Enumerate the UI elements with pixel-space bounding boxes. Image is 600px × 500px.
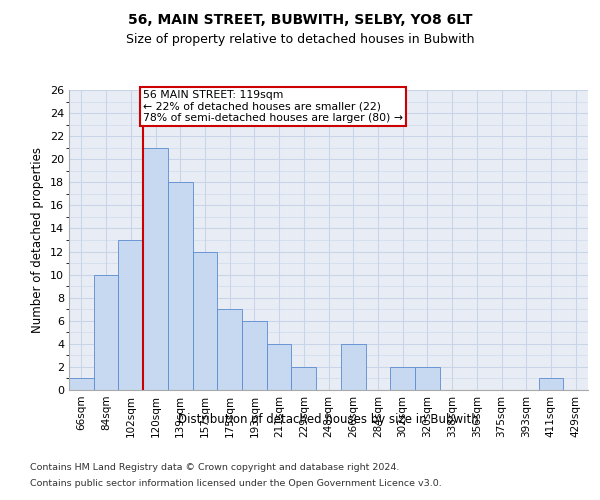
Bar — [193, 252, 217, 390]
Bar — [242, 321, 267, 390]
Bar — [415, 367, 440, 390]
Bar — [390, 367, 415, 390]
Y-axis label: Number of detached properties: Number of detached properties — [31, 147, 44, 333]
Text: 56, MAIN STREET, BUBWITH, SELBY, YO8 6LT: 56, MAIN STREET, BUBWITH, SELBY, YO8 6LT — [128, 12, 472, 26]
Bar — [94, 274, 118, 390]
Bar — [118, 240, 143, 390]
Text: 56 MAIN STREET: 119sqm
← 22% of detached houses are smaller (22)
78% of semi-det: 56 MAIN STREET: 119sqm ← 22% of detached… — [143, 90, 403, 123]
Text: Contains HM Land Registry data © Crown copyright and database right 2024.: Contains HM Land Registry data © Crown c… — [30, 462, 400, 471]
Bar — [341, 344, 365, 390]
Bar — [217, 309, 242, 390]
Bar — [267, 344, 292, 390]
Text: Distribution of detached houses by size in Bubwith: Distribution of detached houses by size … — [178, 412, 479, 426]
Text: Contains public sector information licensed under the Open Government Licence v3: Contains public sector information licen… — [30, 479, 442, 488]
Bar — [69, 378, 94, 390]
Bar — [168, 182, 193, 390]
Bar — [292, 367, 316, 390]
Bar — [143, 148, 168, 390]
Text: Size of property relative to detached houses in Bubwith: Size of property relative to detached ho… — [126, 32, 474, 46]
Bar — [539, 378, 563, 390]
